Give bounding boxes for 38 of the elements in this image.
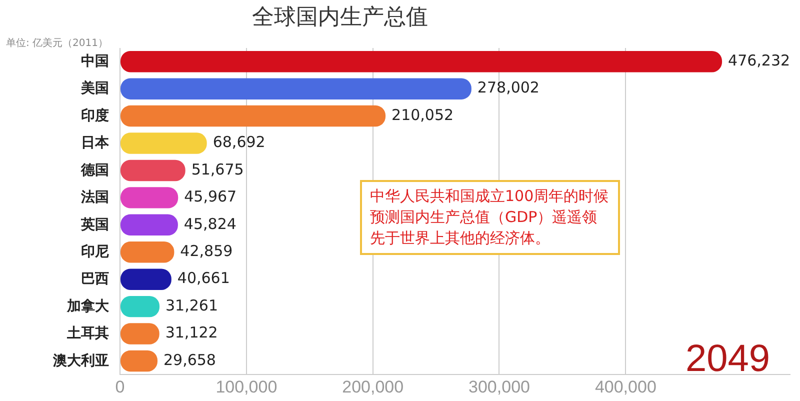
x-tick-label: 200,000	[342, 377, 404, 396]
y-tick-label: 英国	[80, 216, 109, 232]
y-tick-label: 法国	[80, 188, 109, 205]
x-tick-label: 100,000	[216, 377, 278, 396]
y-tick-label: 日本	[81, 134, 110, 150]
data-label: 68,692	[212, 133, 266, 152]
data-label: 42,859	[180, 242, 233, 260]
x-tick-label: 300,000	[468, 377, 530, 396]
y-tick-label: 巴西	[81, 270, 109, 286]
bar	[120, 105, 386, 127]
y-tick-label: 印尼	[81, 242, 109, 259]
data-label: 476,232	[728, 52, 790, 70]
y-tick-label: 中国	[81, 52, 109, 68]
bar	[120, 78, 472, 100]
chart-subtitle: 单位: 亿美元（2011）	[6, 36, 108, 50]
data-label: 210,052	[392, 106, 454, 124]
y-tick-label: 加拿大	[66, 297, 110, 314]
data-label: 31,122	[165, 324, 218, 342]
x-tick-label: 0	[115, 377, 125, 396]
annotation: 中华人民共和国成立100周年的时候预测国内生产总值（GDP）遥遥领先于世界上其他的经济体。	[360, 180, 620, 255]
annotation: 2049	[685, 338, 770, 381]
y-tick-label: 美国	[80, 80, 109, 96]
data-label: 278,002	[477, 78, 540, 97]
data-label: 31,261	[166, 296, 218, 314]
y-tick-label: 土耳其	[66, 324, 109, 341]
x-tick-label: 400,000	[594, 377, 656, 396]
data-label: 45,824	[184, 214, 236, 233]
bar	[120, 50, 722, 72]
bar	[120, 132, 207, 154]
data-label: 51,675	[191, 160, 244, 178]
data-label: 40,661	[177, 269, 230, 288]
data-label: 29,658	[163, 350, 216, 369]
y-tick-label: 德国	[80, 161, 109, 178]
chart-title: 全球国内生产总值	[251, 4, 429, 32]
y-tick-label: 印度	[81, 106, 109, 123]
bar	[120, 160, 186, 182]
y-tick-label: 澳大利亚	[52, 352, 109, 368]
data-label: 45,967	[184, 188, 237, 206]
